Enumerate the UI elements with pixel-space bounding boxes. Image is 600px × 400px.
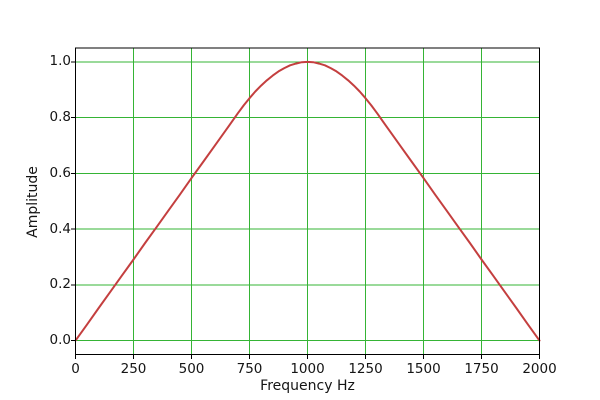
y-tick-label: 0.0 bbox=[49, 332, 71, 349]
amplitude-response-curve bbox=[74, 60, 541, 342]
x-axis-label: Frequency Hz bbox=[260, 378, 355, 394]
y-tick-label: 0.4 bbox=[49, 220, 71, 237]
x-tick-label: 1000 bbox=[290, 361, 325, 377]
y-tick-label: 0.6 bbox=[49, 164, 71, 181]
x-tick-label: 1750 bbox=[464, 361, 499, 377]
x-tick-label: 500 bbox=[178, 361, 205, 377]
x-tick-label: 250 bbox=[120, 361, 147, 377]
x-tick-label: 1500 bbox=[406, 361, 441, 377]
y-tick-label: 0.8 bbox=[49, 109, 71, 126]
x-tick-label: 0 bbox=[71, 361, 80, 377]
x-tick-label: 1250 bbox=[348, 361, 383, 377]
y-tick-label: 1.0 bbox=[49, 53, 71, 70]
x-tick-label: 2000 bbox=[522, 361, 557, 377]
x-tick-label: 750 bbox=[236, 361, 263, 377]
y-tick-label: 0.2 bbox=[49, 276, 71, 293]
